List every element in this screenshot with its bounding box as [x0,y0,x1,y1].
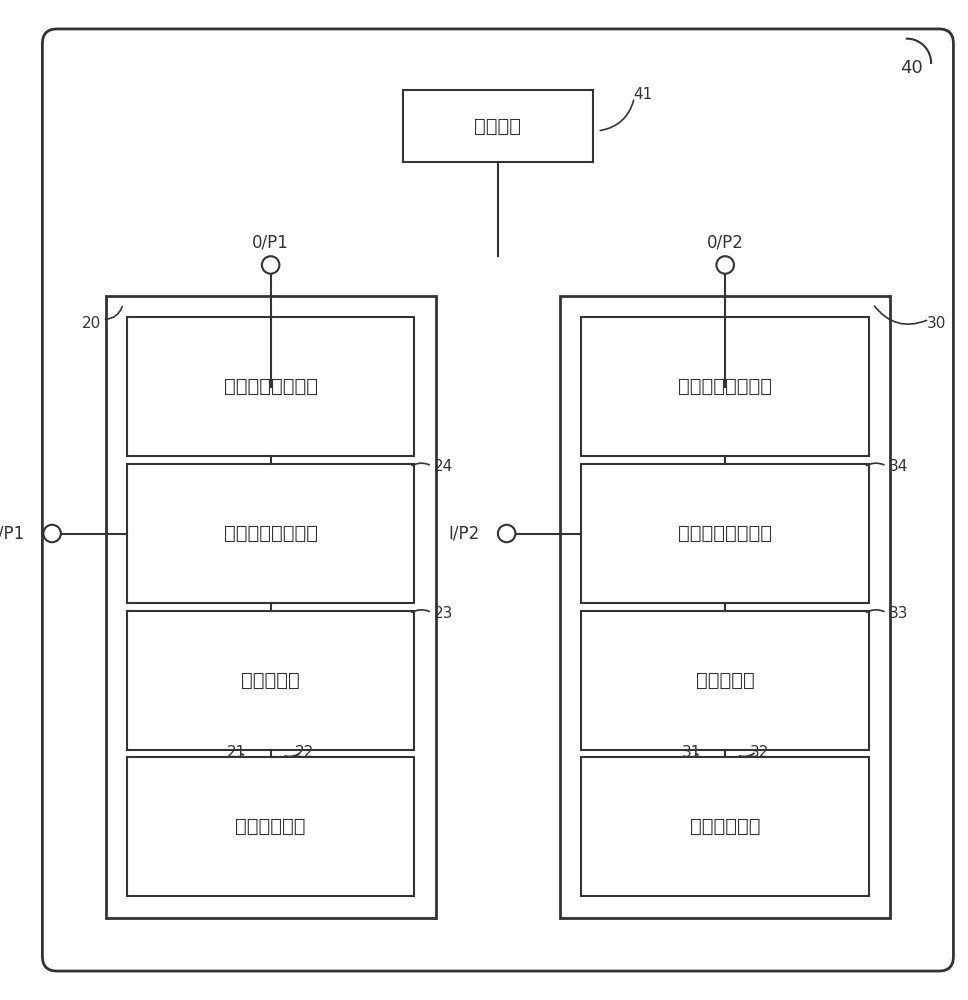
Bar [127,611,414,750]
Text: I/P2: I/P2 [448,525,479,543]
FancyBboxPatch shape [43,29,953,971]
Bar [127,317,414,456]
Circle shape [44,525,61,542]
Bar [582,317,869,456]
Text: 第二脉宽调变单元: 第二脉宽调变单元 [679,524,772,543]
Text: 32: 32 [749,745,769,760]
Text: 33: 33 [889,606,908,621]
Text: 第一驱动输出单元: 第一驱动输出单元 [224,377,318,396]
Bar [106,296,436,918]
Text: 21: 21 [227,745,246,760]
Text: 30: 30 [927,316,947,331]
Text: 22: 22 [295,745,315,760]
Text: 第二驱动输出单元: 第二驱动输出单元 [679,377,772,396]
Bar [582,464,869,603]
Text: 第一脉宽调变单元: 第一脉宽调变单元 [224,524,318,543]
Bar [582,757,869,896]
Text: 0/P1: 0/P1 [253,234,289,252]
Text: 23: 23 [434,606,453,621]
Text: 控制单元: 控制单元 [474,117,522,136]
Circle shape [262,256,280,274]
Text: 41: 41 [633,87,652,102]
Text: 第一校正单元: 第一校正单元 [235,817,306,836]
Circle shape [498,525,515,542]
Text: 31: 31 [681,745,701,760]
Bar [404,90,592,162]
Text: 0/P2: 0/P2 [707,234,743,252]
Bar [582,611,869,750]
Text: I/P1: I/P1 [0,525,25,543]
Text: 40: 40 [900,59,923,77]
Text: 24: 24 [434,459,453,474]
Text: 34: 34 [889,459,908,474]
Text: 20: 20 [81,316,101,331]
Bar [127,464,414,603]
Text: 第二振荡器: 第二振荡器 [696,671,755,690]
Text: 第二校正单元: 第二校正单元 [690,817,761,836]
Bar [560,296,891,918]
Circle shape [716,256,734,274]
Text: 第一振荡器: 第一振荡器 [241,671,300,690]
Bar [127,757,414,896]
